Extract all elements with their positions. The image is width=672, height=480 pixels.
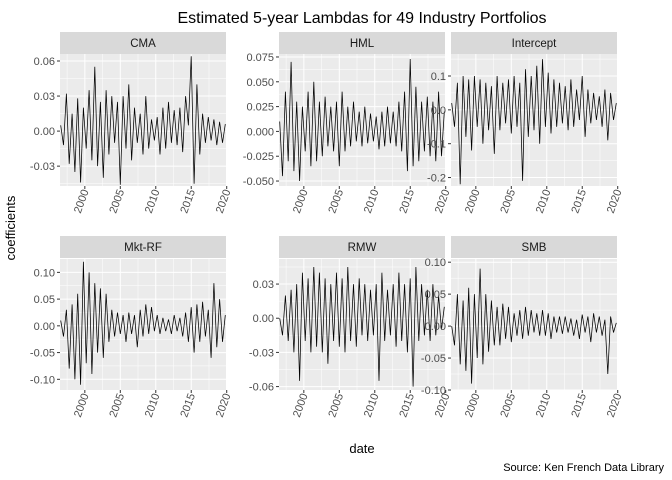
y-tick-label: 0.03 (34, 91, 55, 103)
y-tick-label: 0.025 (246, 102, 274, 114)
y-tick-label: 0.00 (34, 126, 55, 138)
y-tick-label: -0.03 (249, 347, 274, 359)
x-tick-label: 2020 (433, 188, 453, 215)
y-tick-label: 0.00 (253, 313, 274, 325)
facet-strip (60, 236, 226, 258)
facet-smb: SMB -0.10 -0.05 0.00 0.05 0.10 2000 2005 2010 201… (421, 236, 625, 419)
facet-cma: CMA -0.03 0.00 0.03 0.06 2000 2005 2010 2015 2020 (30, 32, 234, 215)
facet-strip (60, 32, 226, 54)
facet-strip-label: Mkt-RF (124, 242, 162, 254)
x-tick-label: 2015 (178, 188, 198, 215)
x-tick-label: 2010 (534, 188, 554, 215)
x-axis-title: date (349, 441, 374, 456)
x-tick-label: 2000 (72, 188, 92, 215)
series-line-hml (279, 58, 445, 182)
y-tick-label: -0.050 (243, 176, 274, 188)
facet-intercept: Intercept -0.2 -0.1 0.0 0.1 2000 2005 2010 2015 2… (427, 32, 625, 215)
series-line-mkt-rf (60, 261, 226, 385)
x-tick-label: 2010 (143, 392, 163, 419)
y-tick-label: 0.075 (246, 52, 274, 64)
y-tick-label: 0.0 (431, 105, 446, 117)
y-tick-label: 0.10 (425, 257, 446, 269)
facet-strip (451, 236, 617, 258)
x-tick-label: 2020 (605, 188, 625, 215)
facet-strip (279, 236, 445, 258)
x-tick-label: 2020 (214, 392, 234, 419)
y-tick-label: 0.000 (246, 126, 274, 138)
panel-background (279, 259, 445, 390)
y-tick-label: -0.025 (243, 151, 274, 163)
series-line-cma (60, 56, 226, 185)
y-tick-label: -0.06 (249, 382, 274, 394)
x-tick-label: 2010 (362, 188, 382, 215)
x-tick-label: 2000 (463, 188, 483, 215)
y-tick-label: 0.00 (34, 321, 55, 333)
y-tick-label: -0.05 (30, 348, 55, 360)
facet-strip-label: Intercept (512, 38, 558, 50)
y-tick-label: 0.00 (425, 321, 446, 333)
x-tick-label: 2015 (178, 392, 198, 419)
facet-hml: HML -0.050 -0.025 0.000 0.025 0.050 0.075 2000 2… (243, 32, 453, 215)
x-tick-label: 2000 (463, 392, 483, 419)
y-tick-label: -0.10 (421, 385, 446, 397)
x-tick-label: 2005 (326, 392, 346, 419)
x-tick-label: 2020 (214, 188, 234, 215)
x-tick-label: 2010 (362, 392, 382, 419)
y-axis-title: coefficients (3, 195, 18, 260)
x-tick-label: 2005 (107, 188, 127, 215)
x-tick-label: 2020 (605, 392, 625, 419)
facet-strip (279, 32, 445, 54)
series-line-intercept (451, 59, 617, 185)
x-tick-label: 2000 (72, 392, 92, 419)
series-line-rmw (279, 266, 445, 387)
y-tick-label: 0.10 (34, 267, 55, 279)
y-tick-label: 0.06 (34, 56, 55, 68)
chart-caption: Source: Ken French Data Library (503, 462, 664, 474)
panel-background (451, 259, 617, 390)
x-tick-label: 2015 (397, 188, 417, 215)
y-tick-label: -0.03 (30, 161, 55, 173)
y-tick-label: 0.05 (425, 289, 446, 301)
y-tick-label: 0.050 (246, 77, 274, 89)
x-tick-label: 2005 (326, 188, 346, 215)
x-tick-label: 2005 (498, 392, 518, 419)
x-tick-label: 2000 (291, 188, 311, 215)
facet-strip (451, 32, 617, 54)
x-tick-label: 2005 (107, 392, 127, 419)
x-tick-label: 2015 (569, 188, 589, 215)
x-tick-label: 2015 (397, 392, 417, 419)
x-tick-label: 2000 (291, 392, 311, 419)
y-tick-label: 0.1 (431, 71, 446, 83)
y-tick-label: -0.2 (427, 173, 446, 185)
x-tick-label: 2010 (143, 188, 163, 215)
y-tick-label: -0.10 (30, 374, 55, 386)
facet-strip-label: RMW (348, 242, 377, 254)
facet-panels: CMA -0.03 0.00 0.03 0.06 2000 2005 2010 2015 2020… (30, 32, 625, 419)
x-tick-label: 2005 (498, 188, 518, 215)
y-tick-label: -0.05 (421, 353, 446, 365)
facet-mkt-rf: Mkt-RF -0.10 -0.05 0.00 0.05 0.10 2000 2005 2010… (30, 236, 234, 419)
y-tick-label: 0.03 (253, 279, 274, 291)
y-tick-label: -0.1 (427, 139, 446, 151)
chart-title: Estimated 5-year Lambdas for 49 Industry… (177, 10, 546, 27)
x-tick-label: 2010 (534, 392, 554, 419)
series-line-smb (451, 268, 617, 384)
y-tick-label: 0.05 (34, 294, 55, 306)
x-tick-label: 2015 (569, 392, 589, 419)
facet-strip-label: HML (350, 38, 375, 50)
facet-strip-label: CMA (130, 38, 156, 50)
facet-strip-label: SMB (522, 242, 547, 254)
